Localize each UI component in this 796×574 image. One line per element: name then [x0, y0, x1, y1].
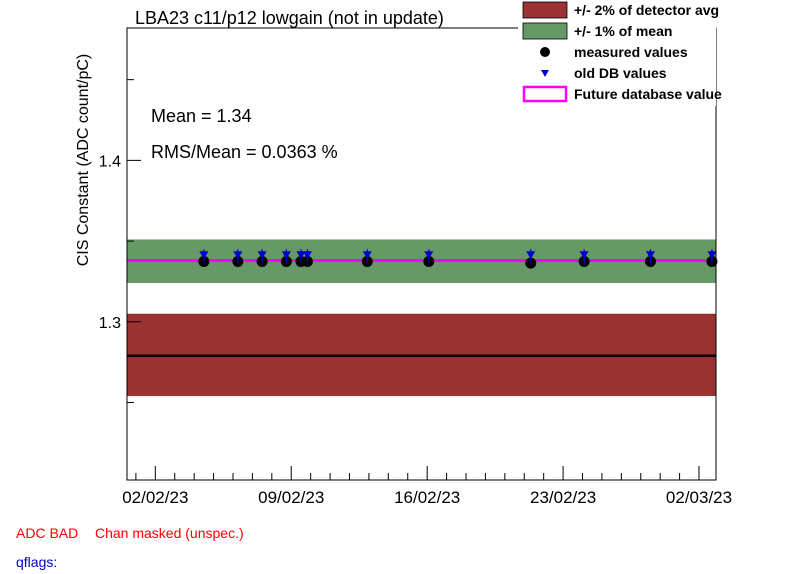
- y-tick-label-1: 1.4: [99, 153, 121, 170]
- adc-bad-label: ADC BAD: [16, 525, 79, 541]
- x-tick-label-3: 23/02/23: [530, 488, 596, 507]
- qflags-label: qflags:: [16, 554, 58, 570]
- legend-label-0: +/- 2% of detector avg: [574, 2, 719, 18]
- legend-swatch-0: [522, 1, 568, 19]
- legend: +/- 2% of detector avg +/- 1% of mean meas…: [518, 0, 722, 106]
- x-tick-label-0: 02/02/23: [122, 488, 188, 507]
- y-tick-label-0: 1.3: [99, 315, 121, 332]
- bands-layer: [127, 239, 716, 397]
- x-tick-label-4: 02/03/23: [666, 488, 732, 507]
- y-axis-label: CIS Constant (ADC count/pC): [75, 54, 92, 267]
- legend-swatch-3: [541, 70, 549, 77]
- legend-swatch-1: [522, 22, 568, 40]
- axes-layer: 1.3 1.4 02/02/23 09/02/23 16/02/23 23/02/23 02…: [99, 27, 732, 507]
- legend-label-3: old DB values: [574, 65, 667, 81]
- legend-swatch-2: [540, 47, 550, 57]
- points-layer: [198, 249, 718, 269]
- x-tick-label-1: 09/02/23: [258, 488, 324, 507]
- legend-label-1: +/- 1% of mean: [574, 23, 672, 39]
- legend-label-4: Future database value: [574, 86, 722, 102]
- x-tick-label-2: 16/02/23: [394, 488, 460, 507]
- reference-lines-layer: [127, 258, 716, 357]
- chan-masked-label: Chan masked (unspec.): [95, 525, 244, 541]
- chart-title: LBA23 c11/p12 lowgain (not in update): [135, 8, 444, 28]
- mean-annotation: Mean = 1.34: [151, 106, 252, 126]
- legend-label-2: measured values: [574, 44, 688, 60]
- legend-swatch-4: [522, 85, 568, 103]
- plot-frame: [126, 27, 717, 481]
- rms-annotation: RMS/Mean = 0.0363 %: [151, 142, 338, 162]
